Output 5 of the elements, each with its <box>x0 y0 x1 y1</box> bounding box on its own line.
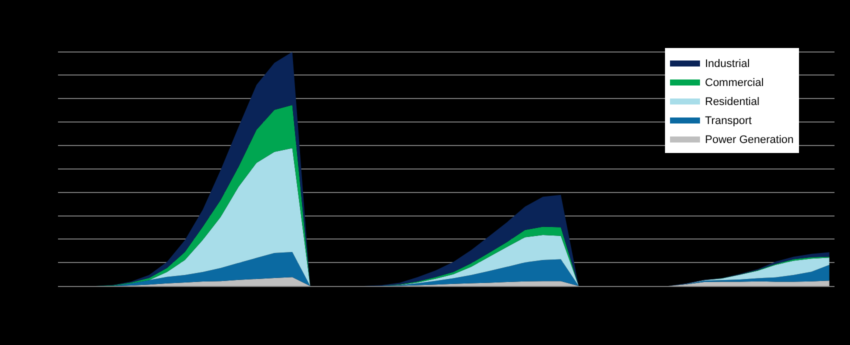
legend-label: Commercial <box>705 76 764 89</box>
legend-label: Power Generation <box>705 134 794 146</box>
legend-label: Industrial <box>705 58 750 70</box>
legend-label: Residential <box>705 96 760 108</box>
legend-label: Transport <box>705 114 752 127</box>
